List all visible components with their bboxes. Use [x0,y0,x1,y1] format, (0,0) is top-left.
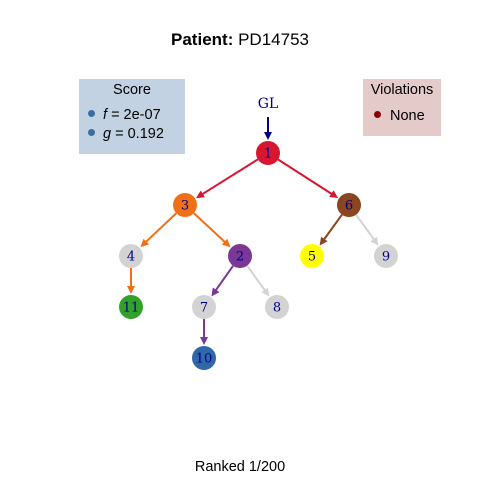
edge-1-6 [278,159,338,198]
arrowhead-icon [264,132,272,140]
node-label: 2 [236,250,244,265]
tree-node-7: 7 [192,295,216,319]
edge-6-5 [320,215,342,246]
arrowhead-icon [200,337,208,345]
node-label: 1 [264,147,272,162]
tree-node-10: 10 [192,346,216,370]
node-label: 4 [127,250,135,265]
arrowhead-icon [212,288,220,297]
edge-2-7 [212,266,234,297]
tree-node-3: 3 [173,193,197,217]
node-label: 3 [181,199,189,214]
tree-node-4: 4 [119,244,143,268]
tree-edges [127,117,378,345]
tree-node-5: 5 [300,244,324,268]
edge-4-11 [127,268,135,294]
edge-GL-1 [264,117,272,140]
germline-label: GL [258,96,278,112]
edge-6-9 [356,215,378,246]
edge-3-4 [141,213,177,247]
node-label: 11 [123,301,140,316]
arrowhead-icon [127,286,135,294]
tree-node-9: 9 [374,244,398,268]
arrowhead-icon [261,288,269,297]
node-label: 5 [308,250,316,265]
edge-1-3 [196,159,258,198]
edge-7-10 [200,319,208,345]
edge-3-2 [194,213,231,247]
tree-node-1: 1 [256,141,280,165]
rank-footer: Ranked 1/200 [0,459,480,475]
tree-nodes: 1 3 6 4 2 5 9 11 7 8 10 [119,141,398,370]
edge-2-8 [247,266,269,297]
node-label: 10 [196,352,213,367]
arrowhead-icon [370,237,378,246]
tree-node-11: 11 [119,295,143,319]
tree-node-8: 8 [265,295,289,319]
node-label: 7 [200,301,208,316]
node-label: 6 [345,199,353,214]
arrowhead-icon [320,237,328,246]
tree-node-2: 2 [228,244,252,268]
tree-node-6: 6 [337,193,361,217]
node-label: 9 [382,250,390,265]
node-label: 8 [273,301,281,316]
